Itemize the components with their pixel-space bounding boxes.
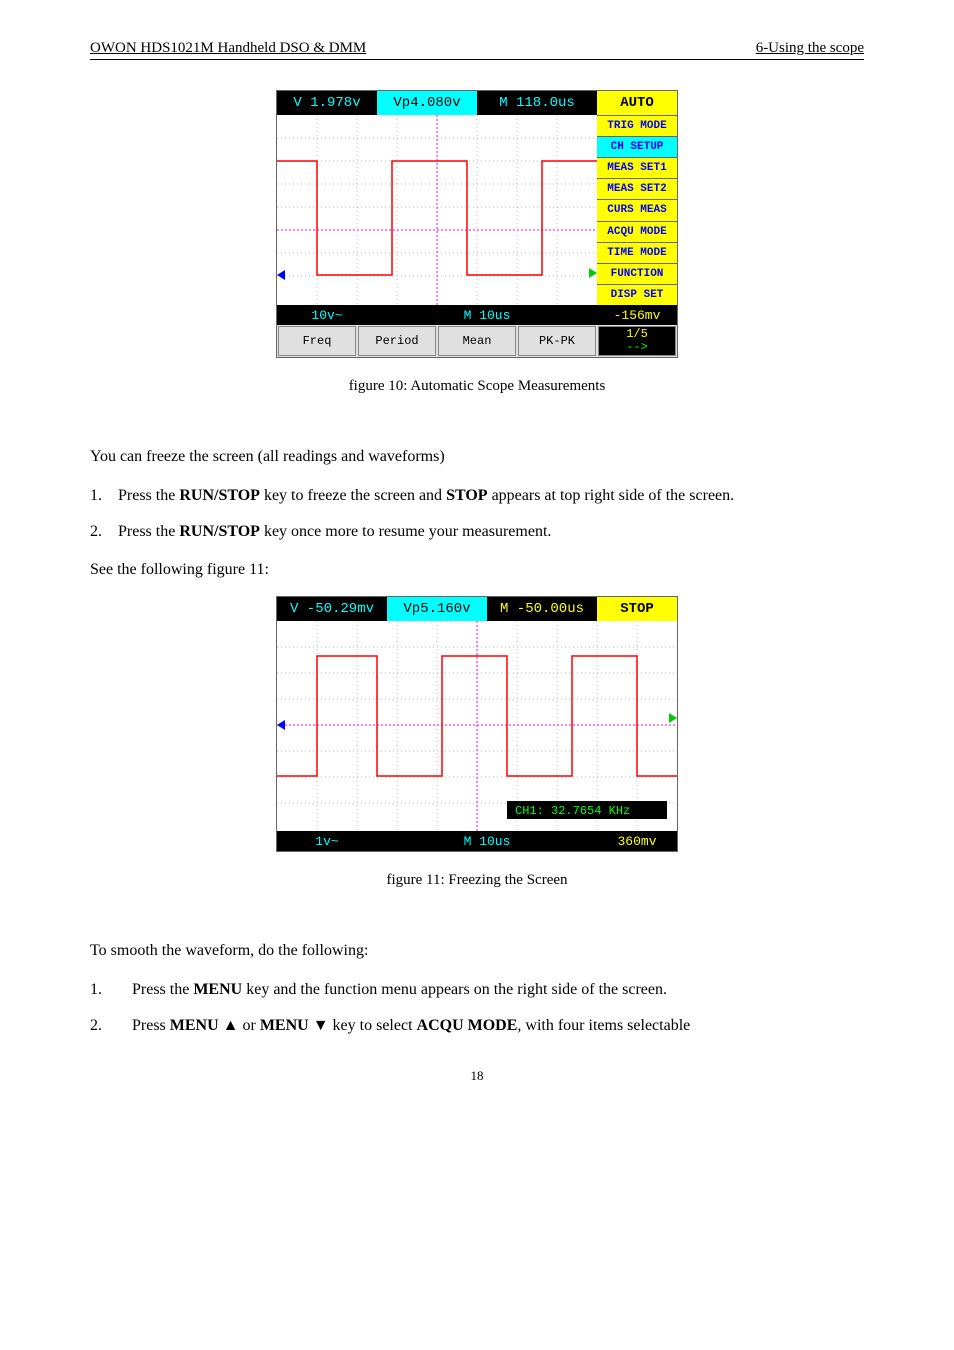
scope1-v-readout: V 1.978v bbox=[277, 91, 377, 115]
step: 2.Press MENU ▲ or MENU ▼ key to select A… bbox=[90, 1013, 864, 1039]
scope2-vp-readout: Vp5.160v bbox=[387, 597, 487, 621]
scope1-menu-item: TRIG MODE bbox=[597, 115, 677, 136]
scope1-waveform-area bbox=[277, 115, 597, 305]
scope1-side-menu: TRIG MODECH SETUPMEAS SET1MEAS SET2CURS … bbox=[597, 115, 677, 305]
figure-11-caption: figure 11: Freezing the Screen bbox=[90, 872, 864, 889]
scope2-trigger-level: 360mv bbox=[597, 831, 677, 851]
scope1-menu-item: CURS MEAS bbox=[597, 199, 677, 220]
step: 1.Press the RUN/STOP key to freeze the s… bbox=[90, 483, 864, 509]
freeze-steps: 1.Press the RUN/STOP key to freeze the s… bbox=[90, 483, 864, 544]
see-figure-11: See the following figure 11: bbox=[90, 558, 864, 582]
scope1-mode: AUTO bbox=[597, 91, 677, 115]
step: 2.Press the RUN/STOP key once more to re… bbox=[90, 519, 864, 545]
scope1-measure-cell: PK-PK bbox=[518, 326, 596, 356]
scope1-menu-item: CH SETUP bbox=[597, 136, 677, 157]
scope1-measure-cell: Period bbox=[358, 326, 436, 356]
step: 1.Press the MENU key and the function me… bbox=[90, 977, 864, 1003]
scope1-menu-item: DISP SET bbox=[597, 284, 677, 305]
scope1-measure-cell: Freq bbox=[278, 326, 356, 356]
scope1-menu-item: FUNCTION bbox=[597, 263, 677, 284]
scope2-m-readout: M -50.00us bbox=[487, 597, 597, 621]
header-left: OWON HDS1021M Handheld DSO & DMM bbox=[90, 40, 366, 57]
scope1-menu-item: ACQU MODE bbox=[597, 221, 677, 242]
oscilloscope-figure-10: V 1.978v Vp4.080v M 118.0us AUTO bbox=[276, 90, 678, 358]
scope2-v-readout: V -50.29mv bbox=[277, 597, 387, 621]
scope2-vdiv: 1v~ bbox=[277, 831, 377, 851]
scope1-menu-item: MEAS SET2 bbox=[597, 178, 677, 199]
header-right: 6-Using the scope bbox=[756, 40, 864, 57]
scope2-timebase: M 10us bbox=[377, 831, 597, 851]
oscilloscope-figure-11: V -50.29mv Vp5.160v M -50.00us STOP bbox=[276, 596, 678, 852]
smooth-steps: 1.Press the MENU key and the function me… bbox=[90, 977, 864, 1038]
scope1-trigger-level: -156mv bbox=[597, 305, 677, 325]
page-number: 18 bbox=[90, 1068, 864, 1084]
scope1-timebase: M 10us bbox=[377, 305, 597, 325]
scope1-measure-cell: Mean bbox=[438, 326, 516, 356]
scope1-bottom-row: FreqPeriodMeanPK-PK1/5--> bbox=[277, 325, 677, 357]
scope1-menu-item: TIME MODE bbox=[597, 242, 677, 263]
page-header: OWON HDS1021M Handheld DSO & DMM 6-Using… bbox=[90, 40, 864, 60]
scope2-waveform-area: CH1: 32.7654 KHz bbox=[277, 621, 677, 831]
scope1-vp-readout: Vp4.080v bbox=[377, 91, 477, 115]
scope1-vdiv: 10v~ bbox=[277, 305, 377, 325]
scope2-ch1-freq: CH1: 32.7654 KHz bbox=[515, 804, 630, 818]
scope1-page-indicator: 1/5--> bbox=[598, 326, 676, 356]
smooth-intro: To smooth the waveform, do the following… bbox=[90, 939, 864, 963]
scope1-m-readout: M 118.0us bbox=[477, 91, 597, 115]
scope2-mode: STOP bbox=[597, 597, 677, 621]
scope1-menu-item: MEAS SET1 bbox=[597, 157, 677, 178]
figure-10-caption: figure 10: Automatic Scope Measurements bbox=[90, 378, 864, 395]
freeze-intro: You can freeze the screen (all readings … bbox=[90, 445, 864, 469]
